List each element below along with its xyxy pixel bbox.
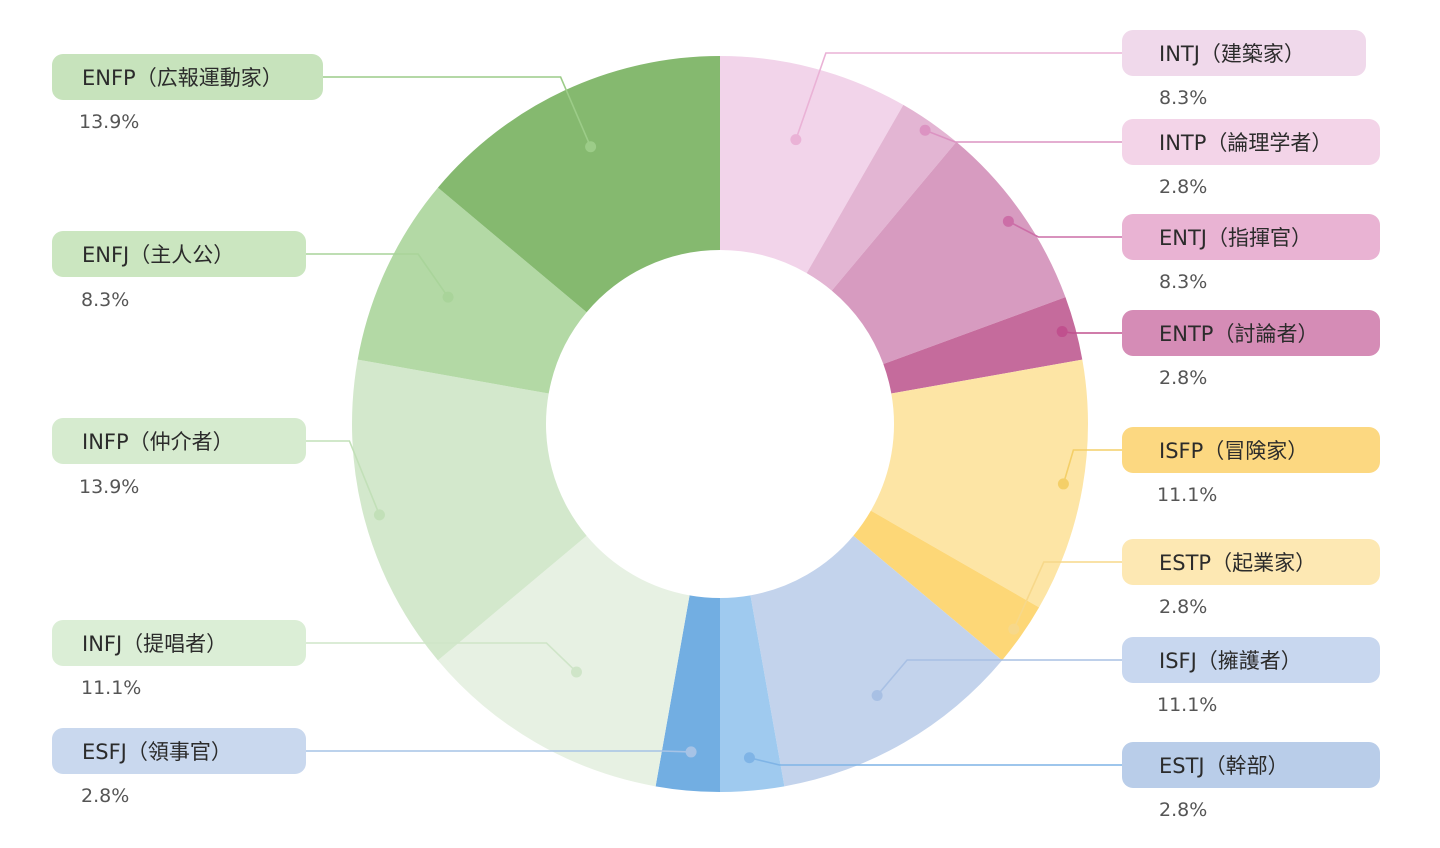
leader-line bbox=[1062, 449, 1122, 485]
slice-percentage: 2.8% bbox=[1159, 367, 1208, 389]
leader-line bbox=[306, 440, 381, 516]
leader-line bbox=[924, 129, 1122, 143]
slice-intj bbox=[720, 56, 904, 274]
slice-percentage: 11.1% bbox=[1157, 694, 1218, 716]
anchor-dot bbox=[871, 689, 883, 701]
leader-line bbox=[306, 253, 449, 298]
slice-label: ENTJ（指揮官） bbox=[1122, 214, 1380, 260]
leader-line bbox=[306, 642, 578, 673]
slice-percentage: 13.9% bbox=[79, 111, 140, 133]
slice-enfj bbox=[357, 187, 587, 394]
slice-estp bbox=[853, 510, 1040, 661]
slice-percentage: 8.3% bbox=[81, 289, 130, 311]
anchor-dot bbox=[1002, 215, 1014, 227]
slices-group bbox=[351, 56, 1089, 792]
anchor-dot bbox=[1056, 326, 1068, 338]
slice-percentage: 8.3% bbox=[1159, 271, 1208, 293]
leader-line bbox=[1008, 220, 1122, 238]
leader-line bbox=[795, 52, 1122, 140]
slice-percentage: 8.3% bbox=[1159, 87, 1208, 109]
slice-label: INTP（論理学者） bbox=[1122, 119, 1380, 165]
slice-percentage: 11.1% bbox=[81, 677, 142, 699]
anchor-dot bbox=[1057, 478, 1069, 490]
slice-intp bbox=[806, 104, 957, 291]
slice-label: INTJ（建築家） bbox=[1122, 30, 1366, 76]
slice-label: ESTP（起業家） bbox=[1122, 539, 1380, 585]
slice-percentage: 2.8% bbox=[1159, 176, 1208, 198]
slice-percentage: 11.1% bbox=[1157, 484, 1218, 506]
leader-line bbox=[323, 76, 592, 148]
slice-percentage: 13.9% bbox=[79, 476, 140, 498]
anchor-dot bbox=[1008, 623, 1020, 635]
slice-label: ISFJ（擁護者） bbox=[1122, 637, 1380, 683]
slice-label: ENFJ（主人公） bbox=[52, 231, 306, 277]
slice-entp bbox=[883, 297, 1083, 394]
anchor-dot bbox=[585, 141, 597, 153]
slice-percentage: 2.8% bbox=[1159, 596, 1208, 618]
anchor-dot bbox=[790, 134, 802, 146]
anchor-dot bbox=[685, 746, 697, 758]
anchor-dot bbox=[373, 509, 385, 521]
slice-label: INFP（仲介者） bbox=[52, 418, 306, 464]
slice-entj bbox=[831, 141, 1066, 365]
anchor-dot bbox=[919, 124, 931, 136]
slice-label: INFJ（提唱者） bbox=[52, 620, 306, 666]
slice-esfj bbox=[655, 595, 720, 792]
slice-isfj bbox=[750, 535, 1003, 787]
slice-label: ISFP（冒険家） bbox=[1122, 427, 1380, 473]
leader-line bbox=[1013, 561, 1122, 630]
leader-line bbox=[876, 659, 1122, 697]
slice-label: ENTP（討論者） bbox=[1122, 310, 1380, 356]
slice-enfp bbox=[437, 56, 720, 313]
slice-label: ESTJ（幹部） bbox=[1122, 742, 1380, 788]
slice-estj bbox=[720, 595, 785, 792]
slice-percentage: 2.8% bbox=[1159, 799, 1208, 821]
anchor-dot bbox=[570, 666, 582, 678]
leader-line bbox=[306, 750, 692, 753]
anchor-dot bbox=[743, 752, 755, 764]
leader-lines-group bbox=[306, 52, 1122, 766]
leader-line bbox=[749, 756, 1122, 766]
anchor-dot bbox=[442, 291, 454, 303]
slice-infj bbox=[437, 535, 690, 787]
slice-infp bbox=[351, 359, 587, 661]
slice-percentage: 2.8% bbox=[81, 785, 130, 807]
slice-label: ENFP（広報運動家） bbox=[52, 54, 323, 100]
slice-isfp bbox=[870, 359, 1089, 608]
slice-label: ESFJ（領事官） bbox=[52, 728, 306, 774]
